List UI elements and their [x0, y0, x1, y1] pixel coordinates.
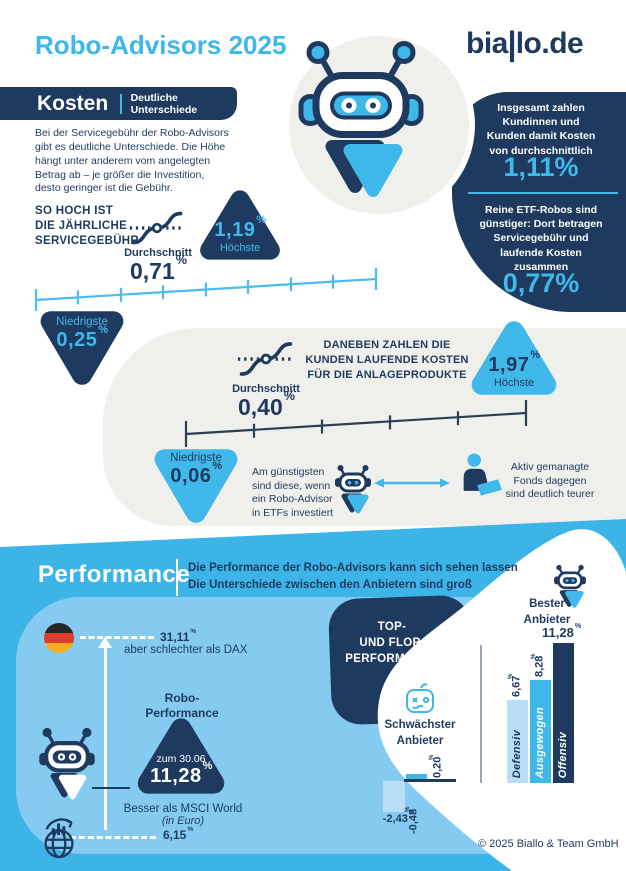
performance-section-label: Performance: [38, 561, 191, 588]
service-min-marker: Niedrigste 0,25%: [36, 306, 128, 390]
bar-label-defensiv: Defensiv: [511, 729, 523, 778]
running-avg-value: 0,40%: [238, 389, 296, 420]
best-bar-value-defensiv: 6,67%: [508, 673, 523, 697]
dax-dash-line: [80, 636, 154, 639]
running-avg-label: Durchschnitt: [232, 383, 300, 395]
weakest-provider-label: Schwächster Anbieter: [384, 719, 456, 747]
kosten-intro-text: Bei der Servicegebühr der Robo-Advisors …: [35, 127, 229, 195]
logo-text-end: lo.de: [515, 27, 584, 60]
logo-tall-l: l: [507, 24, 516, 73]
weak-bar-value-ausgewogen: -0,48%: [405, 806, 420, 834]
weak-bar-defensiv: [383, 781, 405, 812]
german-flag-icon: [44, 623, 74, 653]
performance-divider: [176, 559, 178, 596]
etf-cost-text: Reine ETF-Robos sind günstiger: Dort bet…: [479, 204, 603, 273]
msci-note: Besser als MSCI World: [123, 803, 243, 815]
robot-icon: [298, 41, 424, 197]
kosten-header-bar: Kosten Deutliche Unterschiede: [0, 87, 237, 120]
weak-bar-ausgewogen: [406, 774, 427, 781]
service-fee-ruler: [34, 268, 378, 311]
sad-robot-icon: [406, 683, 434, 713]
white-robot-icon: [39, 727, 95, 800]
performance-subtitle: Die Performance der Robo-Advisors kann s…: [188, 562, 518, 591]
msci-dash-line: [70, 836, 156, 839]
weak-bar-value-offensiv: 0,20%: [429, 754, 444, 778]
best-bar-defensiv: Defensiv: [507, 700, 528, 783]
msci-value: 6,15%: [163, 825, 194, 842]
globe-chart-icon: [44, 818, 74, 859]
active-funds-note: Aktiv gemanagte Fonds dagegen sind deutl…: [505, 461, 595, 501]
total-cost-divider: [468, 192, 618, 194]
page-title: Robo-Advisors 2025: [35, 30, 287, 60]
chart-divider: [480, 645, 482, 783]
robot-connector-line: [92, 787, 130, 789]
service-fee-heading: SO HOCH IST DIE JÄHRLICHE SERVICEGEBÜHR: [35, 205, 140, 247]
best-bar-value-offensiv: 11,28%: [542, 622, 582, 640]
best-provider-label: Bester Anbieter: [523, 598, 571, 626]
biallo-logo: biallo.de: [466, 24, 584, 72]
kosten-divider: [120, 93, 122, 114]
person-laptop-icon: [463, 453, 502, 496]
kosten-subtitle: Deutliche Unterschiede: [130, 91, 198, 116]
performance-arrow-head: [98, 637, 112, 648]
running-max-marker: 1,97% Höchste: [468, 316, 560, 400]
running-min-marker: Niedrigste 0,06%: [150, 444, 242, 528]
weak-bar-value-defensiv: -2,43%: [382, 810, 415, 825]
service-max-marker: 1,19% Höchste: [196, 186, 284, 264]
total-cost-value: 1,11%: [503, 152, 579, 182]
running-costs-ruler: [184, 400, 528, 447]
small-robot-icon: [335, 465, 371, 514]
weak-chart-baseline: [404, 779, 456, 782]
copyright: © 2025 Biallo & Team GmbH: [478, 838, 619, 850]
best-bar-offensiv: Offensiv: [553, 643, 574, 783]
dax-note: aber schlechter als DAX: [124, 644, 248, 656]
bar-label-ausgewogen: Ausgewogen: [534, 706, 546, 778]
bar-label-offensiv: Offensiv: [557, 731, 569, 778]
robo-performance-label: Robo- Performance: [145, 691, 219, 720]
running-costs-heading: DANEBEN ZAHLEN DIE KUNDEN LAUFENDE KOSTE…: [305, 339, 469, 381]
service-avg-label: Durchschnitt: [124, 247, 192, 259]
msci-unit: (in Euro): [161, 815, 205, 827]
double-arrow-icon: [374, 478, 450, 488]
fee-curve-icon: [129, 211, 185, 245]
robo-performance-marker: zum 30.06 11,28%: [134, 713, 228, 799]
dax-value: 31,11%: [160, 627, 197, 644]
best-provider-robot-icon: [554, 564, 586, 608]
fee-curve-icon: [237, 342, 295, 376]
total-cost-text: Insgesamt zahlen Kundinnen und Kunden da…: [486, 102, 596, 157]
kosten-section-label: Kosten: [37, 91, 109, 115]
etf-note-text: Am günstigsten sind diese, wenn ein Robo…: [252, 466, 334, 519]
best-bar-ausgewogen: Ausgewogen: [530, 680, 551, 783]
top-flop-title: TOP- UND FLOP- PERFORMANCE: [345, 621, 439, 666]
service-avg-value: 0,71%: [130, 253, 188, 284]
performance-arrow-line: [104, 646, 107, 830]
etf-cost-value: 0,77%: [502, 268, 580, 298]
logo-text: bia: [466, 27, 508, 60]
